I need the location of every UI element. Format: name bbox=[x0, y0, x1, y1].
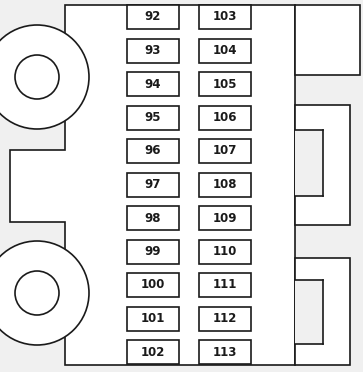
Bar bbox=[199, 38, 251, 62]
Bar bbox=[199, 307, 251, 330]
Bar bbox=[127, 72, 179, 96]
Bar bbox=[127, 106, 179, 129]
Bar bbox=[199, 340, 251, 364]
Text: 95: 95 bbox=[145, 111, 161, 124]
Bar bbox=[199, 240, 251, 263]
Bar bbox=[127, 206, 179, 230]
Circle shape bbox=[0, 25, 89, 129]
Text: 109: 109 bbox=[213, 212, 237, 224]
Text: 113: 113 bbox=[213, 346, 237, 359]
Bar bbox=[199, 5, 251, 29]
Text: 108: 108 bbox=[213, 178, 237, 191]
Circle shape bbox=[0, 241, 89, 345]
Bar bbox=[199, 206, 251, 230]
Text: 101: 101 bbox=[141, 312, 165, 325]
Bar bbox=[199, 139, 251, 163]
Polygon shape bbox=[10, 5, 295, 365]
Bar bbox=[199, 273, 251, 297]
Bar bbox=[295, 130, 323, 196]
Text: 92: 92 bbox=[145, 10, 161, 23]
Text: 98: 98 bbox=[145, 212, 161, 224]
Circle shape bbox=[15, 271, 59, 315]
Bar bbox=[199, 173, 251, 196]
Text: 94: 94 bbox=[145, 77, 161, 90]
Bar bbox=[127, 173, 179, 196]
Bar bbox=[199, 106, 251, 129]
Text: 100: 100 bbox=[141, 279, 165, 292]
Bar bbox=[127, 340, 179, 364]
Bar bbox=[295, 258, 350, 365]
Text: 110: 110 bbox=[213, 245, 237, 258]
Text: 112: 112 bbox=[213, 312, 237, 325]
Bar bbox=[199, 72, 251, 96]
Bar bbox=[127, 38, 179, 62]
Text: 99: 99 bbox=[145, 245, 161, 258]
Text: 102: 102 bbox=[141, 346, 165, 359]
Text: 111: 111 bbox=[213, 279, 237, 292]
Bar bbox=[295, 5, 360, 75]
Bar bbox=[127, 307, 179, 330]
Bar bbox=[127, 5, 179, 29]
Text: 107: 107 bbox=[213, 144, 237, 157]
Text: 104: 104 bbox=[213, 44, 237, 57]
Bar bbox=[295, 105, 350, 225]
Bar bbox=[127, 273, 179, 297]
Text: 105: 105 bbox=[213, 77, 237, 90]
Text: 96: 96 bbox=[145, 144, 161, 157]
Text: 97: 97 bbox=[145, 178, 161, 191]
Bar bbox=[127, 240, 179, 263]
Text: 103: 103 bbox=[213, 10, 237, 23]
Text: 106: 106 bbox=[213, 111, 237, 124]
Bar bbox=[127, 139, 179, 163]
Text: 93: 93 bbox=[145, 44, 161, 57]
Circle shape bbox=[15, 55, 59, 99]
Bar bbox=[295, 280, 323, 344]
